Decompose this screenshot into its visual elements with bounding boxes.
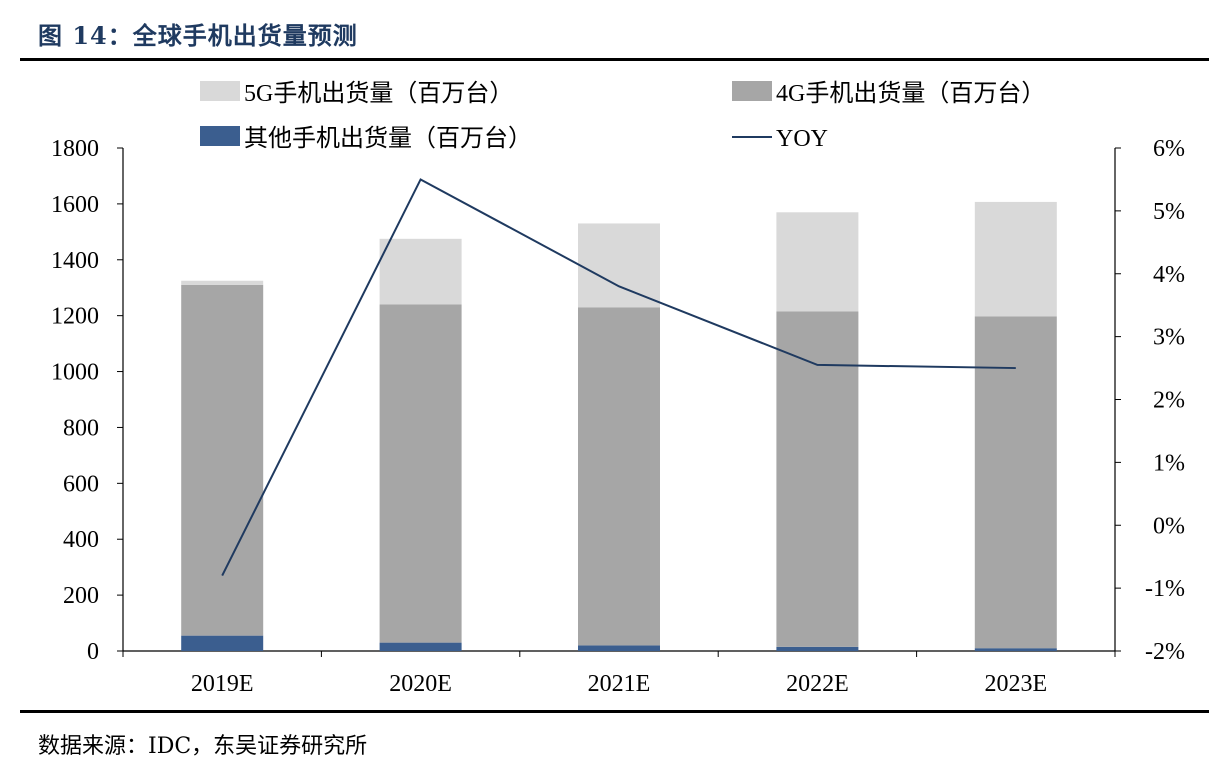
bar-segment: [379, 304, 462, 643]
y-tick-label-left: 800: [63, 415, 99, 441]
bar-segment: [578, 645, 660, 651]
legend-swatch: [732, 81, 772, 101]
y-tick-label-right: -2%: [1145, 639, 1185, 665]
bar-segment: [181, 284, 264, 636]
y-tick-label-left: 1000: [51, 360, 99, 386]
legend-swatch: [200, 81, 240, 101]
legend-label: 4G手机出货量（百万台）: [776, 80, 1045, 107]
bar-segment: [776, 212, 859, 312]
y-tick-label-left: 1600: [51, 192, 99, 218]
source-note: 数据来源：IDC，东吴证券研究所: [38, 734, 368, 759]
y-tick-label-right: 2%: [1153, 388, 1185, 414]
figure-title: 图 14：全球手机出货量预测: [38, 21, 358, 50]
bar-segment: [379, 642, 462, 651]
bar-segment: [974, 201, 1057, 317]
x-tick-label: 2019E: [191, 671, 254, 697]
x-tick-label: 2020E: [389, 671, 452, 697]
x-tick-label: 2021E: [588, 671, 651, 697]
y-tick-label-left: 400: [63, 527, 99, 553]
y-tick-label-right: -1%: [1145, 576, 1185, 602]
y-tick-label-left: 1400: [51, 248, 99, 274]
y-tick-label-left: 200: [63, 583, 99, 609]
legend-label: YOY: [776, 126, 828, 152]
y-tick-label-right: 3%: [1153, 325, 1185, 351]
y-tick-label-left: 0: [87, 639, 99, 665]
y-tick-label-left: 600: [63, 471, 99, 497]
y-tick-label-right: 0%: [1153, 513, 1185, 539]
y-tick-label-left: 1800: [51, 136, 99, 162]
bar-segment: [578, 307, 660, 646]
bar-segment: [776, 311, 859, 647]
bar-segment: [974, 648, 1057, 651]
legend-label: 其他手机出货量（百万台）: [244, 125, 532, 152]
top-rule: [20, 58, 1209, 61]
bar-segment: [379, 238, 462, 305]
y-tick-label-right: 4%: [1153, 262, 1185, 288]
y-tick-label-right: 6%: [1153, 136, 1185, 162]
legend-swatch: [200, 126, 240, 146]
x-tick-label: 2023E: [984, 671, 1047, 697]
bar-segment: [181, 280, 264, 285]
bar-segment: [974, 316, 1057, 649]
y-tick-label-left: 1200: [51, 304, 99, 330]
bar-segment: [578, 223, 660, 308]
x-tick-label: 2022E: [786, 671, 849, 697]
bar-segment: [181, 635, 264, 651]
legend-label: 5G手机出货量（百万台）: [244, 80, 513, 107]
bottom-rule: [20, 710, 1209, 713]
y-tick-label-right: 1%: [1153, 450, 1185, 476]
y-tick-label-right: 5%: [1153, 199, 1185, 225]
bar-segment: [776, 646, 859, 651]
